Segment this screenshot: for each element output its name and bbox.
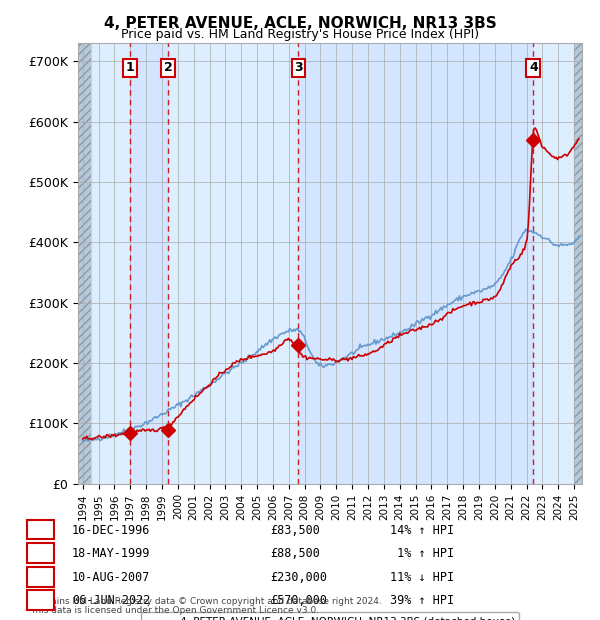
Text: £88,500: £88,500 — [270, 547, 320, 560]
Text: 14% ↑ HPI: 14% ↑ HPI — [390, 524, 454, 536]
Text: £570,000: £570,000 — [270, 595, 327, 607]
Bar — [298, 43, 533, 484]
Text: 4: 4 — [529, 61, 538, 74]
Text: This data is licensed under the Open Government Licence v3.0.: This data is licensed under the Open Gov… — [30, 606, 319, 615]
Legend: 4, PETER AVENUE, ACLE, NORWICH, NR13 3BS (detached house), HPI: Average price, d: 4, PETER AVENUE, ACLE, NORWICH, NR13 3BS… — [141, 612, 519, 620]
Bar — [130, 43, 168, 484]
Text: £230,000: £230,000 — [270, 571, 327, 583]
Text: 10-AUG-2007: 10-AUG-2007 — [72, 571, 151, 583]
Text: 2: 2 — [164, 61, 172, 74]
Text: 39% ↑ HPI: 39% ↑ HPI — [390, 595, 454, 607]
Text: 3: 3 — [37, 571, 45, 583]
Text: 3: 3 — [294, 61, 303, 74]
Bar — [78, 43, 91, 484]
Bar — [574, 43, 582, 484]
Text: 4: 4 — [37, 595, 45, 607]
Bar — [574, 43, 582, 484]
Text: 1% ↑ HPI: 1% ↑ HPI — [390, 547, 454, 560]
Text: 11% ↓ HPI: 11% ↓ HPI — [390, 571, 454, 583]
Text: Contains HM Land Registry data © Crown copyright and database right 2024.: Contains HM Land Registry data © Crown c… — [30, 597, 382, 606]
Text: Price paid vs. HM Land Registry's House Price Index (HPI): Price paid vs. HM Land Registry's House … — [121, 28, 479, 41]
Text: 16-DEC-1996: 16-DEC-1996 — [72, 524, 151, 536]
Bar — [78, 43, 91, 484]
Text: £83,500: £83,500 — [270, 524, 320, 536]
Text: 06-JUN-2022: 06-JUN-2022 — [72, 595, 151, 607]
Text: 2: 2 — [37, 547, 45, 560]
Text: 1: 1 — [125, 61, 134, 74]
Text: 18-MAY-1999: 18-MAY-1999 — [72, 547, 151, 560]
Text: 1: 1 — [37, 524, 45, 536]
Text: 4, PETER AVENUE, ACLE, NORWICH, NR13 3BS: 4, PETER AVENUE, ACLE, NORWICH, NR13 3BS — [104, 16, 496, 30]
